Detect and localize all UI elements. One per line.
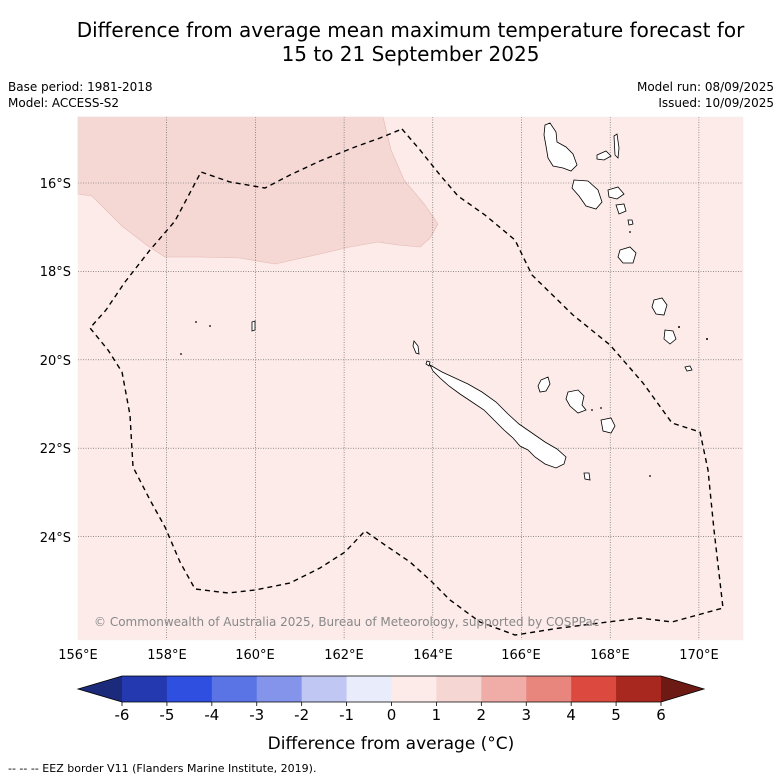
shepherd-islands [627, 219, 634, 226]
lon-label: 164°E [413, 648, 453, 663]
colorbar-extend-low [78, 676, 122, 702]
islet-dot [649, 475, 651, 477]
colorbar-tick-label: -1 [339, 706, 354, 724]
copyright-text: © Commonwealth of Australia 2025, Bureau… [94, 615, 599, 629]
meta-left: Base period: 1981-2018 Model: ACCESS-S2 [8, 79, 153, 111]
colorbar-bin [481, 676, 527, 702]
model-run-text: Model run: 08/09/2025 [636, 80, 774, 94]
malekula-island [571, 179, 603, 210]
colorbar-tick-label: 1 [432, 706, 442, 724]
belep-islands [412, 340, 420, 355]
lon-label: 162°E [324, 648, 364, 663]
lat-label: 16°S [40, 177, 71, 192]
coastlines [251, 122, 693, 481]
chesterfield-reef [251, 320, 256, 332]
new-caledonia-island [429, 363, 567, 469]
base-period-text: Base period: 1981-2018 [8, 80, 153, 94]
colorbar-bin [346, 676, 392, 702]
lon-label: 158°E [147, 648, 187, 663]
map-title: Difference from average mean maximum tem… [0, 18, 781, 66]
ouvea-island [537, 376, 551, 393]
lon-label: 168°E [590, 648, 630, 663]
colorbar-bin [436, 676, 482, 702]
colorbar-tick-label: -4 [204, 706, 219, 724]
colorbar-extend-high [661, 676, 704, 702]
mare-island [600, 417, 616, 434]
aneityum-island [684, 365, 693, 372]
colorbar-bin [571, 676, 617, 702]
meta-right: Model run: 08/09/2025 Issued: 10/09/2025 [637, 79, 774, 111]
colorbar-tick-label: -3 [249, 706, 264, 724]
latitude-labels: 16°S 18°S 20°S 22°S 24°S [40, 177, 71, 546]
islet-dot [591, 409, 593, 411]
graticule [78, 117, 743, 640]
colorbar-tick-label: 2 [477, 706, 487, 724]
epi-island [615, 203, 627, 215]
colorbar-tick-label: 3 [521, 706, 531, 724]
espiritu-santo-island [543, 122, 578, 172]
lat-label: 24°S [40, 531, 71, 546]
islet-dot [209, 325, 211, 327]
title-line-2: 15 to 21 September 2025 [281, 42, 540, 66]
colorbar-tick-label: -2 [294, 706, 309, 724]
lon-label: 156°E [58, 648, 98, 663]
anomaly-1-2-region [77, 116, 439, 265]
colorbar-bin [526, 676, 572, 702]
lon-label: 170°E [679, 648, 719, 663]
ambae-island [596, 150, 612, 161]
colorbar-tick-label: 5 [611, 706, 621, 724]
colorbar-bin [616, 676, 662, 702]
islet-dot [600, 407, 602, 409]
colorbar-bin [211, 676, 258, 702]
islet-dot [195, 321, 197, 323]
lat-label: 20°S [40, 354, 71, 369]
map-frame [77, 116, 744, 641]
erromango-island [651, 297, 668, 316]
model-text: Model: ACCESS-S2 [8, 96, 120, 110]
islet-dot [706, 338, 708, 340]
colorbar-tick-label: -5 [159, 706, 174, 724]
colorbar: -6 -5 -4 -3 -2 -1 0 1 2 3 4 5 6 [76, 675, 706, 724]
colorbar-bin [166, 676, 213, 702]
colorbar-bin [301, 676, 348, 702]
maewo-island [613, 133, 620, 159]
colorbar-tick-label: 0 [387, 706, 397, 724]
island-small-1 [425, 360, 431, 367]
pentecost-island [607, 186, 625, 200]
colorbar-label: Difference from average (°C) [268, 734, 515, 754]
eez-legend-note: -- -- -- EEZ border V11 (Flanders Marine… [8, 762, 317, 775]
tanna-island [663, 329, 677, 345]
lifou-island [565, 389, 587, 414]
lat-label: 22°S [40, 442, 71, 457]
lat-label: 18°S [40, 265, 71, 280]
title-line-1: Difference from average mean maximum tem… [76, 18, 745, 42]
issued-text: Issued: 10/09/2025 [658, 96, 774, 110]
islet-dot [629, 231, 631, 233]
efate-island [617, 246, 637, 264]
colorbar-tick-label: 6 [656, 706, 666, 724]
tiny-islets [180, 231, 708, 477]
colorbar-bin [391, 676, 437, 702]
longitude-labels: 156°E 158°E 160°E 162°E 164°E 166°E 168°… [58, 648, 719, 663]
colorbar-tick-label: -6 [115, 706, 130, 724]
lon-label: 160°E [235, 648, 275, 663]
lon-label: 166°E [501, 648, 541, 663]
island-small-2 [583, 472, 591, 481]
colorbar-bin [256, 676, 303, 702]
colorbar-tick-label: 4 [566, 706, 576, 724]
islet-dot [678, 326, 680, 328]
islet-dot [180, 353, 182, 355]
colorbar-bin [122, 676, 168, 702]
eez-border [89, 128, 724, 636]
